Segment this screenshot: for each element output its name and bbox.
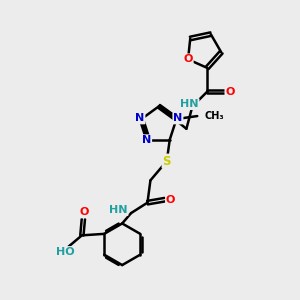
Text: O: O (225, 87, 235, 97)
Text: O: O (79, 208, 89, 218)
Text: HO: HO (56, 247, 74, 257)
Text: O: O (183, 54, 193, 64)
Text: N: N (142, 135, 151, 145)
Text: S: S (163, 154, 171, 167)
Text: N: N (135, 113, 145, 123)
Text: O: O (166, 195, 175, 205)
Text: N: N (173, 113, 183, 123)
Text: HN: HN (109, 205, 128, 215)
Text: HN: HN (180, 99, 199, 109)
Text: CH₃: CH₃ (205, 111, 224, 121)
